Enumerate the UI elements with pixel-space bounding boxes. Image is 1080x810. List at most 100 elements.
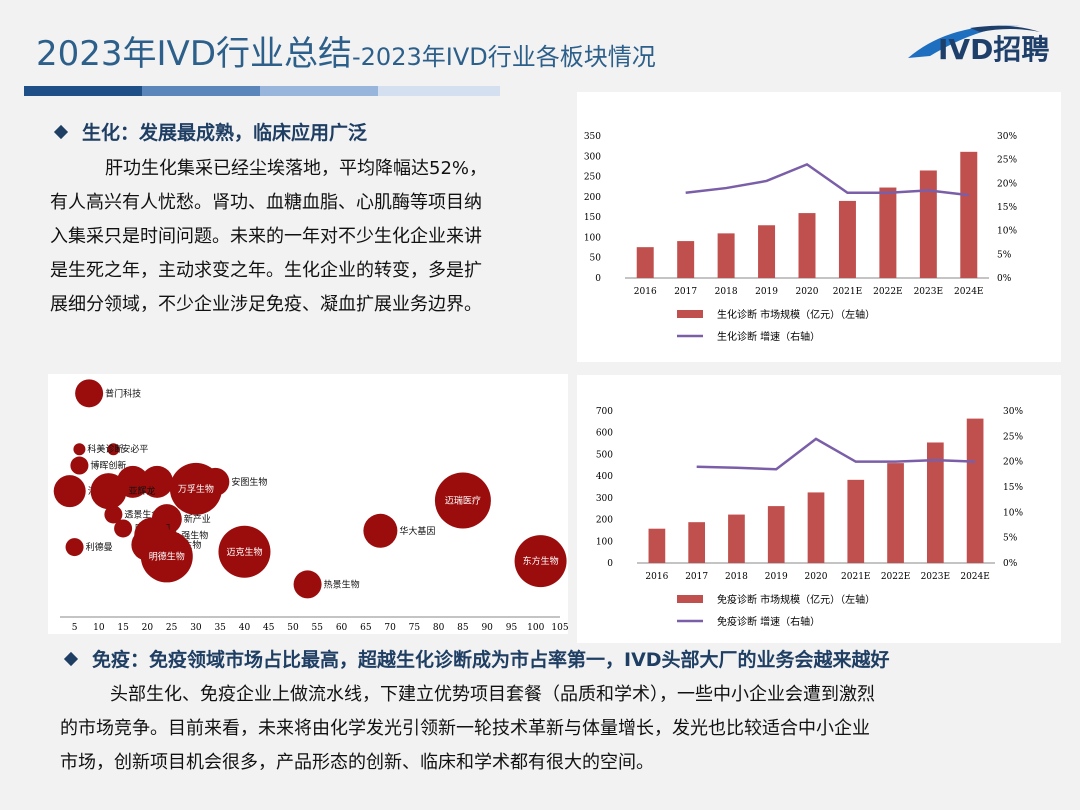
x-tick-label: 2017 bbox=[674, 287, 697, 297]
x-tick-label: 105 bbox=[551, 623, 568, 633]
paragraph-line: 头部生化、免疫企业上做流水线，下建立优势项目套餐（品质和学术），一些中小企业会遭… bbox=[110, 684, 875, 705]
legend-bar-label: 免疫诊断 市场规模（亿元）（左轴） bbox=[717, 593, 875, 606]
y2-tick-label: 15% bbox=[1003, 483, 1023, 493]
x-tick-label: 2019 bbox=[765, 572, 788, 582]
y-tick-label: 500 bbox=[596, 450, 613, 460]
bubble-chart-panel: 5 10 15 20 25 30 35 40 45 50 55 60 65 70 75 80 85 90 95 100… bbox=[48, 374, 569, 634]
growth-line bbox=[685, 162, 969, 197]
x-tick-label: 2022E bbox=[873, 287, 902, 297]
bubble bbox=[140, 530, 193, 583]
logo-swoosh-icon bbox=[908, 25, 1040, 58]
bar bbox=[838, 200, 856, 278]
x-tick-label: 2016 bbox=[645, 572, 668, 582]
x-tick-label: 2024E bbox=[960, 572, 989, 582]
x-tick-label: 2023E bbox=[914, 287, 943, 297]
x-tick-label: 25 bbox=[166, 623, 178, 633]
growth-line bbox=[696, 437, 976, 471]
bubble bbox=[141, 465, 174, 498]
y-tick-label: 300 bbox=[584, 152, 601, 162]
y-tick-label: 150 bbox=[584, 213, 601, 223]
bubble bbox=[218, 525, 271, 578]
x-tick-label: 55 bbox=[312, 623, 324, 633]
x-tick-label: 95 bbox=[506, 623, 518, 633]
x-tick-label: 2018 bbox=[715, 287, 738, 297]
y2-tick-label: 0% bbox=[997, 274, 1012, 284]
bar bbox=[966, 418, 984, 563]
x-tick-label: 85 bbox=[457, 623, 469, 633]
bubble bbox=[114, 519, 133, 538]
y-tick-label: 100 bbox=[596, 537, 613, 547]
legend-bar-label: 生化诊断 市场规模（亿元）（左轴） bbox=[717, 308, 875, 321]
section2-paragraph: 头部生化、免疫企业上做流水线，下建立优势项目套餐（品质和学术），一些中小企业会遭… bbox=[60, 678, 1040, 780]
x-tick-label: 2020 bbox=[805, 572, 828, 582]
y-tick-label: 200 bbox=[596, 516, 613, 526]
x-tick-label: 2023E bbox=[921, 572, 950, 582]
y2-tick-label: 15% bbox=[997, 203, 1017, 213]
ivd-logo: IVD招聘 bbox=[900, 18, 1065, 70]
bar bbox=[677, 241, 695, 278]
paragraph-line: 是生死之年，主动求变之年。生化企业的转变，多是扩 bbox=[50, 260, 482, 281]
title-sub: -2023年IVD行业各板块情况 bbox=[352, 43, 656, 71]
x-tick-label: 10 bbox=[93, 623, 105, 633]
logo-text: IVD招聘 bbox=[938, 33, 1050, 66]
diamond-bullet-icon bbox=[53, 124, 69, 139]
paragraph-line: 入集采只是时间问题。未来的一年对不少生化企业来讲 bbox=[50, 226, 482, 247]
x-tick-label: 2021E bbox=[833, 287, 862, 297]
x-tick-label: 100 bbox=[527, 623, 544, 633]
bar bbox=[847, 479, 865, 563]
bubble bbox=[293, 570, 322, 599]
y-tick-label: 400 bbox=[596, 472, 613, 482]
bubble bbox=[73, 443, 86, 456]
bar bbox=[636, 247, 654, 278]
x-tick-label: 50 bbox=[287, 623, 299, 633]
y2-tick-label: 10% bbox=[1003, 508, 1023, 518]
page-title: 2023年IVD行业总结-2023年IVD行业各板块情况 bbox=[36, 26, 656, 75]
x-tick-label: 2019 bbox=[755, 287, 778, 297]
bar bbox=[879, 187, 897, 278]
bubble-label: 亚辉龙 bbox=[129, 485, 156, 497]
bubble bbox=[90, 473, 127, 510]
x-tick-label: 20 bbox=[142, 623, 154, 633]
x-tick-label: 30 bbox=[190, 623, 202, 633]
bubble bbox=[70, 456, 89, 475]
x-tick-label: 75 bbox=[409, 623, 421, 633]
x-tick-label: 2024E bbox=[954, 287, 983, 297]
bubble bbox=[514, 535, 567, 588]
bubble-label: 科美诊断 bbox=[87, 443, 123, 455]
bubble bbox=[104, 505, 123, 524]
bubble bbox=[53, 475, 86, 508]
bar bbox=[648, 528, 666, 563]
y-tick-label: 0 bbox=[595, 274, 601, 284]
bubble-label: 东方生物 bbox=[523, 555, 559, 567]
bubble-label: 万孚生物 bbox=[178, 483, 214, 495]
x-tick-label: 60 bbox=[336, 623, 348, 633]
y2-tick-label: 25% bbox=[997, 156, 1017, 166]
x-tick-label: 5 bbox=[72, 623, 78, 633]
bubble-label: 华大基因 bbox=[399, 525, 435, 537]
x-tick-label: 80 bbox=[433, 623, 445, 633]
section1-heading: 生化：发展最成熟，临床应用广泛 bbox=[53, 118, 367, 145]
bar bbox=[887, 463, 904, 563]
bubble bbox=[107, 443, 120, 456]
x-tick-label: 2020 bbox=[796, 287, 819, 297]
paragraph-line: 肝功生化集采已经尘埃落地，平均降幅达52%， bbox=[105, 158, 488, 179]
biochem-chart-panel: 0 50 100 150 200 250 300 350 0% 5% 10% 15% 20% 25% 30%… bbox=[577, 92, 1061, 362]
paragraph-line: 的市场竞争。目前来看，未来将由化学发光引领新一轮技术革新与体量增长，发光也比较适… bbox=[60, 718, 870, 739]
section1-paragraph: 肝功生化集采已经尘埃落地，平均降幅达52%， 有人高兴有人忧愁。肾功、血糖血脂、… bbox=[50, 152, 570, 322]
legend-line-label: 生化诊断 增速（右轴） bbox=[717, 330, 820, 343]
y-tick-label: 250 bbox=[584, 173, 601, 183]
y-tick-label: 700 bbox=[596, 407, 613, 417]
bar bbox=[798, 213, 816, 278]
bubble bbox=[434, 472, 491, 529]
legend-bar-swatch bbox=[677, 310, 703, 318]
title-main: 2023年IVD行业总结 bbox=[36, 34, 352, 74]
bubble bbox=[75, 379, 104, 408]
y2-tick-label: 5% bbox=[1003, 534, 1018, 544]
legend-line-label: 免疫诊断 增速（右轴） bbox=[717, 615, 820, 628]
bubble-label: 迈克生物 bbox=[226, 546, 262, 558]
title-underline bbox=[24, 86, 500, 96]
y2-tick-label: 30% bbox=[1003, 407, 1023, 417]
bar bbox=[688, 522, 706, 563]
y-tick-label: 50 bbox=[590, 254, 602, 264]
bubble-chart: 5 10 15 20 25 30 35 40 45 50 55 60 65 70 75 80 85 90 95 100… bbox=[53, 379, 569, 633]
